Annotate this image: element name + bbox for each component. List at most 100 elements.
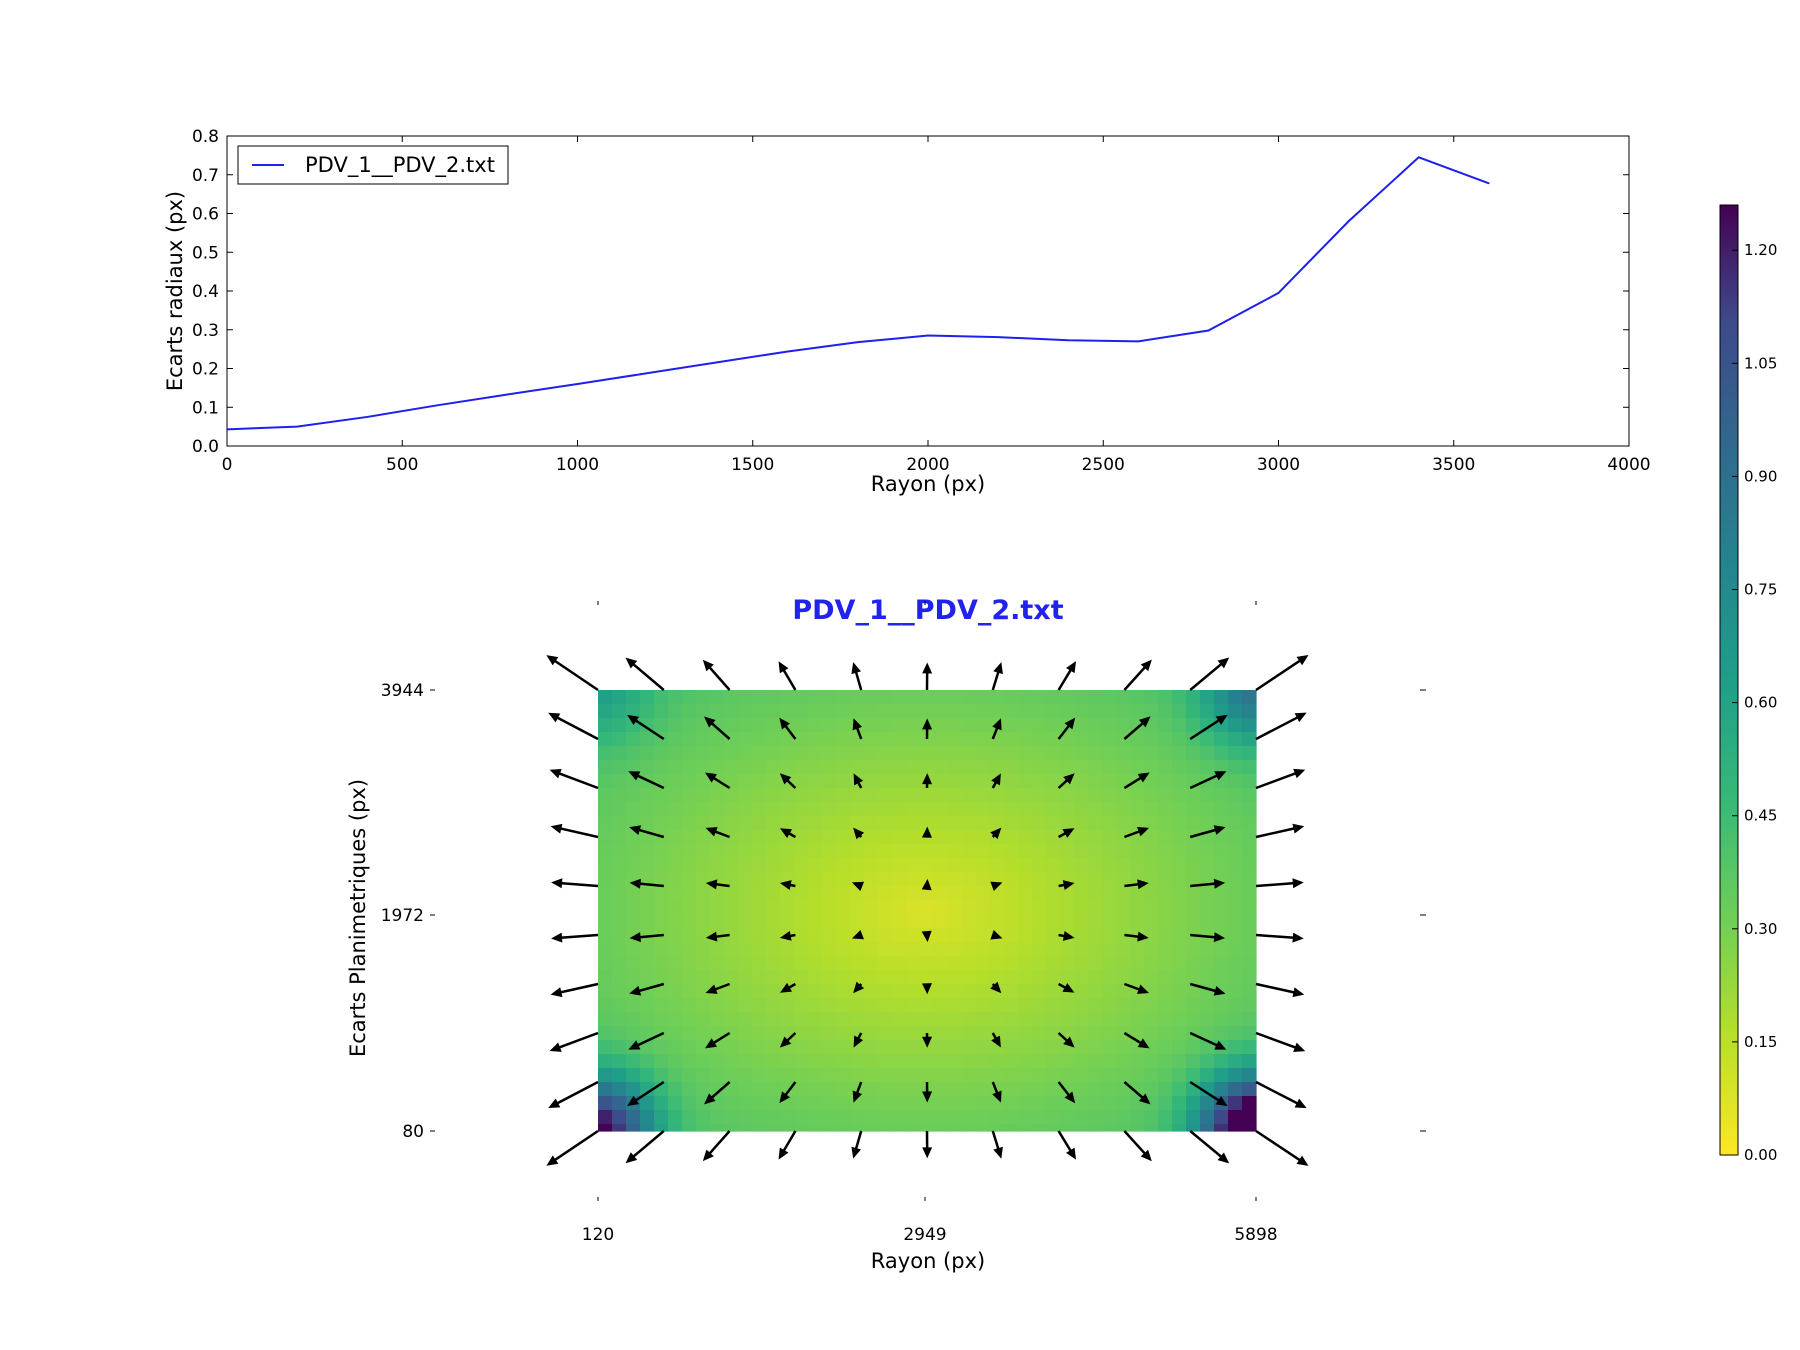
field-cell <box>962 788 977 803</box>
quiver-arrow-shaft <box>629 660 665 691</box>
field-cell <box>752 998 767 1013</box>
field-cell <box>682 942 697 957</box>
field-cell <box>612 942 627 957</box>
field-cell <box>1200 1012 1215 1027</box>
field-cell <box>1158 928 1173 943</box>
field-cell <box>780 900 795 915</box>
y-tick-label: 0.2 <box>192 360 219 380</box>
quiver-arrow-head <box>1294 712 1307 723</box>
field-cell <box>668 774 683 789</box>
field-cell <box>1172 928 1187 943</box>
quiver-arrow-head <box>922 718 933 730</box>
field-cell <box>598 1124 613 1132</box>
field-cell <box>794 998 809 1013</box>
line-point <box>1488 182 1490 185</box>
field-cell <box>1158 1040 1173 1055</box>
field-cell <box>626 788 641 803</box>
field-cell <box>1032 1054 1047 1069</box>
field-cell <box>850 788 865 803</box>
field-cell <box>1144 956 1159 971</box>
field-cell <box>864 760 879 775</box>
field-cell <box>850 998 865 1013</box>
field-cell <box>878 1096 893 1111</box>
field-cell <box>1186 858 1201 873</box>
field-cell <box>892 928 907 943</box>
field-cell <box>1060 844 1075 859</box>
field-cell <box>1130 1026 1145 1041</box>
field-cell <box>668 1068 683 1083</box>
field-cell <box>1186 872 1201 887</box>
field-cell <box>1144 914 1159 929</box>
field-cell <box>878 802 893 817</box>
field-cell <box>752 1012 767 1027</box>
quiver-arrow-shaft <box>1189 1031 1222 1049</box>
quiver-arrow-shaft <box>631 717 665 741</box>
field-cell <box>766 1110 781 1125</box>
field-cell <box>836 1124 851 1132</box>
field-cell <box>1214 998 1229 1013</box>
field-cell <box>878 872 893 887</box>
field-cell <box>934 816 949 831</box>
field-cell <box>1228 732 1243 747</box>
field-cell <box>1018 802 1033 817</box>
field-cell <box>1116 1040 1131 1055</box>
field-cell <box>1172 1012 1187 1027</box>
field-cell <box>1116 830 1131 845</box>
field-cell <box>1214 900 1229 915</box>
field-cell <box>668 970 683 985</box>
field-cell <box>1214 1026 1229 1041</box>
field-cell <box>766 774 781 789</box>
field-cell <box>738 942 753 957</box>
quiver-arrow-shaft <box>1123 663 1149 691</box>
field-cell <box>1242 718 1257 733</box>
quiver-arrow-head <box>851 1146 862 1159</box>
field-cell <box>822 970 837 985</box>
field-cell <box>1074 956 1089 971</box>
field-cell <box>864 830 879 845</box>
field-cell <box>682 928 697 943</box>
field-cell <box>1116 774 1131 789</box>
field-cell <box>822 872 837 887</box>
field-cell <box>1116 928 1131 943</box>
field-cell <box>1158 998 1173 1013</box>
field-cell <box>612 886 627 901</box>
field-cell <box>1046 704 1061 719</box>
field-cell <box>836 760 851 775</box>
field-cell <box>976 928 991 943</box>
field-cell <box>1102 774 1117 789</box>
quiver-arrow-shaft <box>556 933 599 940</box>
field-cell <box>906 900 921 915</box>
field-cell <box>696 774 711 789</box>
field-cell <box>710 914 725 929</box>
field-cell <box>864 858 879 873</box>
field-cell <box>1172 746 1187 761</box>
quiver-arrow-head <box>779 982 793 993</box>
field-cell <box>598 816 613 831</box>
field-cell <box>864 900 879 915</box>
field-cell <box>1158 830 1173 845</box>
field-cell <box>668 872 683 887</box>
field-cell <box>794 788 809 803</box>
field-cell <box>654 998 669 1013</box>
field-cell <box>1158 1096 1173 1111</box>
field-cell <box>1004 1068 1019 1083</box>
quiver-arrow-head <box>853 773 864 786</box>
field-cell <box>822 886 837 901</box>
field-cell <box>808 1082 823 1097</box>
field-cell <box>1158 1054 1173 1069</box>
field-cell <box>738 1026 753 1041</box>
field-cell <box>1004 1110 1019 1125</box>
field-cell <box>850 1124 865 1132</box>
field-cell <box>1032 704 1047 719</box>
line-point <box>1067 339 1069 342</box>
quiver-arrow-shaft <box>1189 982 1221 994</box>
field-cell <box>920 970 935 985</box>
quiver-arrow-shaft <box>705 1130 731 1158</box>
field-cell <box>850 1040 865 1055</box>
field-cell <box>1046 1110 1061 1125</box>
field-cell <box>822 900 837 915</box>
field-cell <box>640 886 655 901</box>
quiver-arrow-head <box>1292 987 1305 998</box>
field-cell <box>1242 844 1257 859</box>
field-cell <box>766 760 781 775</box>
